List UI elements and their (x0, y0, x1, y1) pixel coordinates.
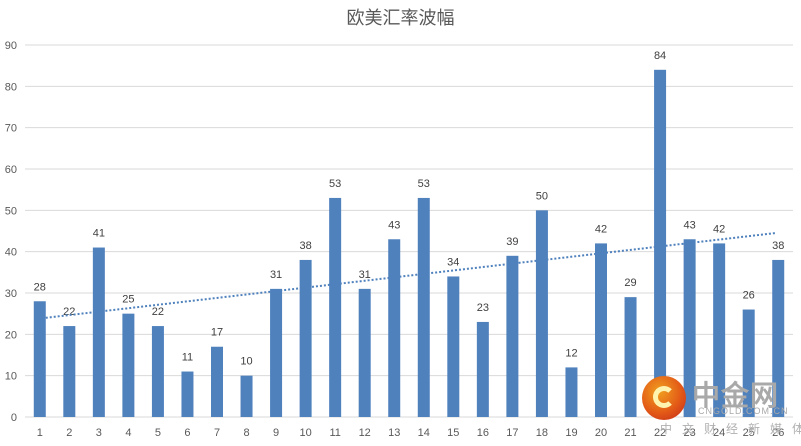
x-tick-label: 8 (243, 427, 249, 439)
y-tick-label: 70 (5, 123, 17, 135)
chart-title: 欧美汇率波幅 (346, 8, 455, 29)
x-tick-label: 5 (155, 427, 161, 439)
y-tick-label: 40 (5, 247, 17, 259)
x-tick-label: 21 (624, 427, 636, 439)
data-label: 17 (211, 327, 223, 339)
bar (565, 367, 578, 417)
data-label: 43 (683, 219, 695, 231)
bar (624, 297, 637, 417)
x-tick-label: 4 (125, 427, 131, 439)
x-tick-label: 3 (96, 427, 102, 439)
bar (329, 197, 342, 417)
cngold-logo-icon (642, 376, 686, 420)
x-tick-label: 17 (506, 427, 518, 439)
x-tick-label: 10 (299, 427, 311, 439)
watermark-brand-cn: 中金网 (692, 379, 780, 412)
data-label: 22 (152, 306, 164, 318)
watermark-brand-en: CNGOLD.COM.CN (698, 406, 789, 416)
y-tick-label: 20 (5, 329, 17, 341)
data-label: 50 (536, 190, 548, 202)
x-tick-label: 12 (359, 427, 371, 439)
x-tick-label: 16 (477, 427, 489, 439)
data-label: 26 (743, 290, 755, 302)
data-label: 31 (270, 269, 282, 281)
bar (506, 255, 519, 417)
bar (713, 243, 726, 417)
data-label: 22 (63, 306, 75, 318)
data-label: 42 (713, 223, 725, 235)
x-tick-label: 6 (184, 427, 190, 439)
data-label: 43 (388, 219, 400, 231)
x-tick-label: 18 (536, 427, 548, 439)
bar (299, 259, 312, 417)
y-tick-label: 80 (5, 81, 17, 93)
data-label: 12 (565, 347, 577, 359)
y-tick-label: 30 (5, 288, 17, 300)
data-label: 34 (447, 256, 459, 268)
data-label: 38 (299, 240, 311, 252)
x-tick-label: 9 (273, 427, 279, 439)
bar (92, 247, 105, 417)
x-tick-label: 1 (37, 427, 43, 439)
bar (417, 197, 430, 417)
y-tick-label: 50 (5, 205, 17, 217)
x-tick-label: 25 (743, 427, 755, 439)
bar (270, 288, 283, 417)
bar (772, 259, 785, 417)
data-label: 39 (506, 236, 518, 248)
x-tick-label: 20 (595, 427, 607, 439)
bar (358, 288, 371, 417)
bar (476, 321, 489, 417)
data-label: 28 (34, 281, 46, 293)
bar (654, 69, 667, 418)
bar (447, 276, 460, 417)
data-label: 25 (122, 294, 134, 306)
x-tick-label: 22 (654, 427, 666, 439)
bar (595, 243, 607, 417)
x-tick-label: 19 (565, 427, 577, 439)
bar (388, 239, 401, 417)
data-label: 53 (329, 178, 341, 190)
data-label: 42 (595, 223, 607, 235)
y-tick-label: 10 (5, 371, 17, 383)
data-label: 38 (772, 240, 784, 252)
data-label: 53 (418, 178, 430, 190)
bar (151, 326, 164, 417)
bar (535, 210, 548, 417)
bar (683, 239, 696, 417)
y-tick-label: 60 (5, 164, 17, 176)
x-tick-label: 11 (329, 427, 340, 439)
data-label: 29 (624, 277, 636, 289)
data-label: 23 (477, 302, 489, 314)
bar (33, 301, 46, 417)
data-label: 41 (93, 228, 105, 240)
watermark: 中金网 CNGOLD.COM.CN 中文财经新媒体 (642, 374, 801, 444)
x-tick-label: 26 (772, 427, 784, 439)
x-tick-label: 23 (683, 427, 695, 439)
x-tick-label: 24 (713, 427, 725, 439)
data-label: 10 (240, 356, 252, 368)
watermark-tagline: 中文财经新媒体 (660, 422, 801, 436)
x-tick-label: 7 (214, 427, 220, 439)
x-tick-label: 15 (447, 427, 459, 439)
x-tick-label: 2 (66, 427, 72, 439)
data-label: 84 (654, 50, 666, 62)
y-tick-label: 90 (5, 40, 17, 52)
bar (122, 313, 135, 417)
bar (211, 346, 223, 417)
y-tick-label: 0 (11, 412, 17, 424)
bar (240, 375, 253, 417)
x-tick-label: 13 (388, 427, 400, 439)
data-label: 11 (182, 352, 193, 364)
bar (181, 371, 194, 417)
data-label: 31 (359, 269, 371, 281)
x-tick-label: 14 (418, 427, 430, 439)
bar (742, 309, 755, 417)
bar (63, 326, 76, 417)
